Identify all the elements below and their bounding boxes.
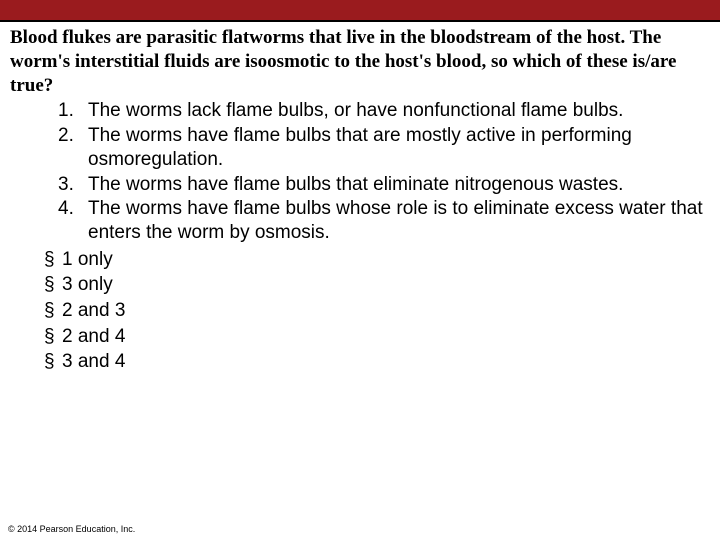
statement-number: 2. — [58, 124, 74, 148]
statements-list: 1. The worms lack flame bulbs, or have n… — [10, 99, 710, 245]
statement-number: 3. — [58, 173, 74, 197]
statement-text: The worms have flame bulbs whose role is… — [88, 198, 703, 243]
option-item: 3 only — [44, 272, 710, 298]
statement-item: 4. The worms have flame bulbs whose role… — [58, 197, 710, 245]
question-text: Blood flukes are parasitic flatworms tha… — [10, 26, 710, 97]
statement-item: 2. The worms have flame bulbs that are m… — [58, 124, 710, 172]
statement-text: The worms have flame bulbs that are most… — [88, 125, 632, 170]
option-item: 3 and 4 — [44, 349, 710, 375]
option-item: 1 only — [44, 247, 710, 273]
answer-options: 1 only 3 only 2 and 3 2 and 4 3 and 4 — [10, 247, 710, 375]
option-item: 2 and 4 — [44, 324, 710, 350]
statement-number: 4. — [58, 197, 74, 221]
statement-text: The worms have flame bulbs that eliminat… — [88, 174, 623, 195]
statement-item: 3. The worms have flame bulbs that elimi… — [58, 173, 710, 197]
statement-number: 1. — [58, 99, 74, 123]
statement-item: 1. The worms lack flame bulbs, or have n… — [58, 99, 710, 123]
slide-content: Blood flukes are parasitic flatworms tha… — [0, 22, 720, 375]
header-bar — [0, 0, 720, 22]
option-item: 2 and 3 — [44, 298, 710, 324]
statement-text: The worms lack flame bulbs, or have nonf… — [88, 100, 623, 121]
copyright-text: © 2014 Pearson Education, Inc. — [8, 524, 135, 534]
